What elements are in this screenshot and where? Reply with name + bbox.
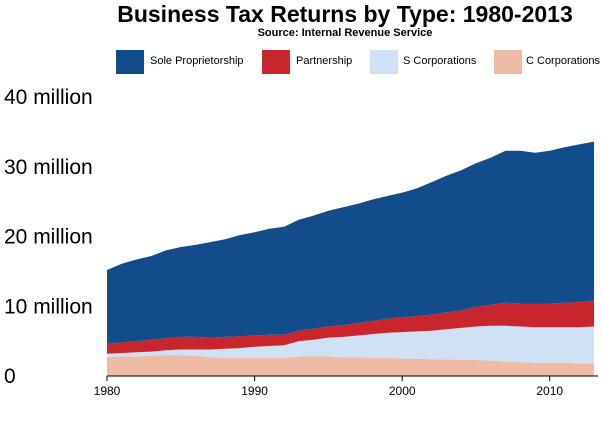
legend-item-s-corporations: S Corporations [370,50,477,74]
y-tick-label: 40 million [4,86,93,109]
area-sole-proprietorship [107,141,594,344]
x-tick-label: 1980 [94,384,121,398]
legend-swatch-sole-proprietorship [116,50,144,74]
y-tick-label: 0 [4,365,16,388]
legend-item-c-corporations: C Corporations [494,50,600,74]
area-c-corporations [107,355,594,376]
x-axis: 1980 1990 2000 2010 [94,376,563,398]
chart-subtitle: Source: Internal Revenue Service [258,27,433,39]
chart-title: Business Tax Returns by Type: 1980-2013 [117,1,573,27]
legend-item-sole-proprietorship: Sole Proprietorship [116,50,244,74]
area-s-corporations [107,325,594,364]
y-tick-label: 30 million [4,156,93,179]
legend: Sole Proprietorship Partnership S Corpor… [116,50,600,74]
y-axis: 0 10 million 20 million 30 million 40 millio… [4,86,93,388]
legend-swatch-s-corporations [370,50,398,74]
plot-areas [107,141,594,376]
x-tick-label: 2000 [389,384,416,398]
legend-label-sole-proprietorship: Sole Proprietorship [150,55,244,67]
y-tick-label: 10 million [4,295,93,318]
legend-label-c-corporations: C Corporations [526,55,600,67]
x-tick-label: 1990 [241,384,268,398]
legend-label-partnership: Partnership [296,55,352,67]
legend-label-s-corporations: S Corporations [403,55,477,67]
y-tick-label: 20 million [4,226,93,249]
legend-item-partnership: Partnership [262,50,352,74]
x-tick-label: 2010 [536,384,563,398]
legend-swatch-partnership [262,50,290,74]
area-partnership [107,300,594,354]
legend-swatch-c-corporations [494,50,522,74]
